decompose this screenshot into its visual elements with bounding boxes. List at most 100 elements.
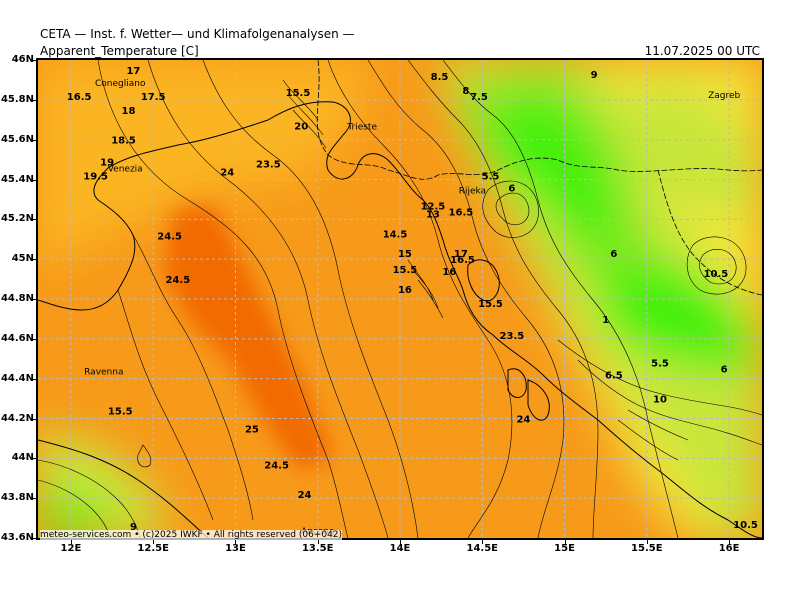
contour-value-label: 9 <box>591 70 598 81</box>
contour-value-label: 12.5 <box>421 201 446 212</box>
lon-tick-mark <box>564 540 566 544</box>
lat-tick-mark <box>32 418 36 420</box>
lat-tick-label: 46N <box>11 54 34 65</box>
coastline <box>38 101 762 538</box>
lat-tick-label: 45N <box>11 253 34 265</box>
lat-tick-mark <box>32 498 36 500</box>
lat-tick-label: 45.6N <box>0 133 34 145</box>
contour-value-label: 1 <box>602 315 609 326</box>
contour-value-label: 17 <box>126 66 140 77</box>
lat-tick-mark <box>32 458 36 460</box>
lon-tick-label: 15.5E <box>631 543 663 554</box>
contour-value-label: 18.5 <box>111 136 136 147</box>
borders <box>316 60 762 296</box>
place-name-label: Ravenna <box>84 368 123 378</box>
lon-tick-mark <box>729 540 731 544</box>
lat-tick-label: 45.8N <box>0 93 34 105</box>
contour-value-label: 19 <box>100 158 114 169</box>
lon-tick-label: 15E <box>554 543 575 554</box>
contour-value-label: 23.5 <box>500 331 525 342</box>
lat-tick-label: 44.4N <box>0 372 34 384</box>
contour-value-label: 8.5 <box>431 72 449 83</box>
contour-value-label: 5.5 <box>651 359 669 370</box>
place-name-label: Venezia <box>108 165 143 175</box>
contour-value-label: 6 <box>610 249 617 260</box>
contour-value-label: 13 <box>426 209 440 220</box>
place-name-label: Trieste <box>346 123 377 133</box>
contour-value-label: 10.5 <box>733 520 758 531</box>
lat-tick-mark <box>32 259 36 261</box>
contour-value-label: 20 <box>294 122 308 133</box>
lon-tick-label: 12E <box>60 543 82 554</box>
contour-value-label: 24 <box>516 414 530 425</box>
lon-tick-label: 14.5E <box>466 543 499 554</box>
contour-value-label: 24.5 <box>157 231 182 242</box>
lat-tick-label: 45.4N <box>0 173 34 185</box>
contour-value-label: 6 <box>508 183 515 194</box>
warm-core <box>163 205 333 470</box>
contour-value-label: 15.5 <box>286 88 311 99</box>
lon-tick-mark <box>153 540 155 544</box>
map-panel: 17 16.5 17.5 18 18.5 19 19.5 24 23.5 24.5 24.5 25 24… <box>36 58 764 540</box>
lon-tick-mark <box>646 540 648 544</box>
contour-value-label: 16.5 <box>450 255 475 266</box>
contour-value-label: 15 <box>398 249 412 260</box>
lat-tick-label: 43.8N <box>0 492 34 504</box>
contour-value-label: 24.5 <box>264 460 289 471</box>
contour-value-label: 24 <box>298 490 312 501</box>
contour-value-label: 16.5 <box>67 92 92 103</box>
contour-value-label: 10.5 <box>704 269 729 280</box>
contour-value-label: 15.5 <box>108 407 133 418</box>
lat-tick-mark <box>32 378 36 380</box>
contour-value-label: 6 <box>721 365 728 376</box>
lon-tick-mark <box>482 540 484 544</box>
lat-tick-mark <box>32 538 36 539</box>
lat-tick-mark <box>32 179 36 181</box>
lat-tick-mark <box>32 139 36 141</box>
contour-value-label: 18 <box>122 106 136 117</box>
lat-tick-label: 43.6N <box>0 532 34 543</box>
graticule <box>38 60 762 538</box>
copyright-footer: meteo-services.com • (c)2025 IWKF • All … <box>40 530 343 540</box>
contour-value-label: 6.5 <box>605 371 623 382</box>
contour-value-label: 19.5 <box>83 172 108 183</box>
lon-tick-mark <box>400 540 401 544</box>
contour-value-label: 15.5 <box>393 265 418 276</box>
contour-value-label: 16 <box>442 267 456 278</box>
contour-value-label: 10 <box>653 395 667 406</box>
lat-tick-label: 45.2N <box>0 213 34 225</box>
source-title: CETA — Inst. f. Wetter— und Klimafolgena… <box>40 27 355 41</box>
parameter-title: Apparent_Temperature [C] <box>40 44 199 58</box>
contour-value-label: 24 <box>220 168 234 179</box>
contour-value-label: 7.5 <box>470 92 488 103</box>
contour-value-label: 14.5 <box>383 229 408 240</box>
lat-tick-mark <box>32 338 36 340</box>
lat-tick-mark <box>32 219 36 221</box>
lon-tick-mark <box>235 540 237 544</box>
lat-tick-mark <box>32 60 36 61</box>
lat-tick-mark <box>32 99 36 101</box>
contour-value-label: 16.5 <box>449 207 474 218</box>
contour-value-label: 8 <box>462 86 469 97</box>
place-name-label: Zagreb <box>708 91 740 101</box>
valid-time: 11.07.2025 00 UTC <box>644 44 760 58</box>
contour-value-label: 16 <box>398 285 412 296</box>
lat-tick-label: 44.2N <box>0 412 34 424</box>
lat-tick-mark <box>32 299 36 300</box>
contour-value-label: 15.5 <box>478 299 503 310</box>
contour-value-label: 9 <box>130 522 137 533</box>
contour-value-label: 5.5 <box>482 172 500 183</box>
place-name-label: Rijeka <box>459 186 486 196</box>
contour-value-label: 17.5 <box>141 92 166 103</box>
lon-tick-mark <box>70 540 72 544</box>
lon-tick-mark <box>317 540 319 544</box>
contour-value-label: 24.5 <box>166 275 191 286</box>
contour-value-label: 17 <box>454 249 468 260</box>
lon-tick-label: 16E <box>718 543 740 554</box>
lon-tick-label: 13E <box>225 543 246 554</box>
contour-value-label: 23.5 <box>256 160 281 171</box>
lon-tick-label: 14E <box>389 543 411 554</box>
lat-tick-label: 44.8N <box>0 293 34 304</box>
